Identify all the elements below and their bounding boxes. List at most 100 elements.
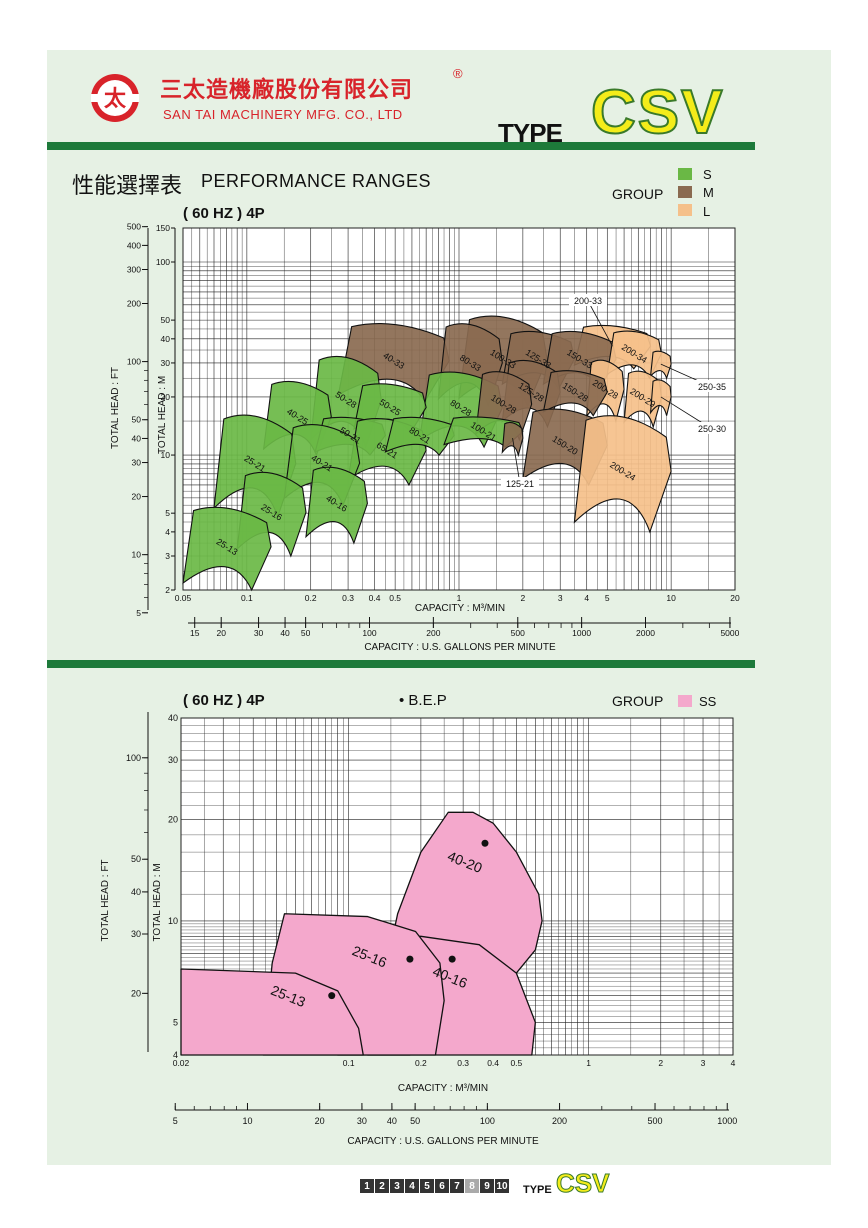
y2-tick-10: 10 [132, 550, 142, 560]
legend-label-m: M [703, 185, 714, 200]
logo-char: 太 [104, 87, 127, 112]
x1-tick-2: 2 [520, 593, 525, 603]
page-number-7[interactable]: 7 [450, 1179, 464, 1193]
green-divider-top [47, 142, 755, 150]
x2-tick-5000: 5000 [720, 628, 739, 638]
y2-tick-20: 20 [132, 492, 142, 502]
x1-tick-20: 20 [730, 593, 740, 603]
callout-line-200-33 [587, 300, 613, 347]
x1-tick-10: 10 [666, 593, 676, 603]
y1-tick-100: 100 [156, 257, 170, 267]
y2-tick-200: 200 [127, 298, 141, 308]
x1-tick-0.1: 0.1 [241, 593, 253, 603]
x2-tick-40: 40 [280, 628, 290, 638]
legend-label-ss: SS [699, 694, 717, 709]
y2-axis-label: TOTAL HEAD : FT [110, 367, 121, 449]
group-label: GROUP [612, 186, 664, 202]
region-250-35 [649, 350, 672, 380]
page-navigation: 1 2 3 4 5 6 7 8 9 10 [360, 1179, 510, 1193]
callout-bg-200-33 [569, 294, 607, 306]
x2-tick-200: 200 [426, 628, 440, 638]
y1-tick-20: 20 [161, 392, 171, 402]
legend-swatch-l [678, 204, 692, 216]
y1-tick-3: 3 [165, 551, 170, 561]
x1-tick-0.3: 0.3 [342, 593, 354, 603]
section-title-en: PERFORMANCE RANGES [201, 171, 432, 191]
y2-tick-400: 400 [127, 240, 141, 250]
callout-bg-250-35 [693, 380, 731, 392]
x2-tick-50: 50 [301, 628, 311, 638]
x1-tick-0.05: 0.05 [175, 593, 192, 603]
frequency-label-2: ( 60 HZ ) 4P [183, 692, 265, 709]
registered-mark: ® [453, 66, 463, 81]
type-model: CSV [590, 78, 725, 147]
footer-type-label: TYPE [523, 1184, 552, 1196]
x2-tick-100: 100 [362, 628, 376, 638]
page-number-4[interactable]: 4 [405, 1179, 419, 1193]
y1-tick-40: 40 [161, 334, 171, 344]
y1-tick-4: 4 [165, 527, 170, 537]
y1-tick-10: 10 [161, 450, 171, 460]
section-title-cn: 性能選擇表 [72, 174, 183, 199]
y2-tick-300: 300 [127, 264, 141, 274]
y2-tick-5: 5 [136, 608, 141, 618]
callout-label-200-33: 200-33 [574, 296, 602, 306]
page-number-3[interactable]: 3 [390, 1179, 404, 1193]
x1-tick-0.5: 0.5 [389, 593, 401, 603]
x1-tick-4: 4 [584, 593, 589, 603]
page-number-5[interactable]: 5 [420, 1179, 434, 1193]
y2-tick-50: 50 [132, 415, 142, 425]
y2-tick-500: 500 [127, 222, 141, 232]
x2-tick-1000: 1000 [572, 628, 591, 638]
page-number-6[interactable]: 6 [435, 1179, 449, 1193]
region-200-34 [606, 330, 663, 380]
y1-tick-5: 5 [165, 508, 170, 518]
x2-tick-30: 30 [254, 628, 264, 638]
y1-axis-label: TOTAL HEAD : M [157, 376, 168, 454]
region-200-24 [573, 415, 672, 534]
legend-swatch-s [678, 168, 692, 180]
region-150-28 [542, 370, 608, 417]
legend-swatch-m [678, 186, 692, 198]
frequency-label-1: ( 60 HZ ) 4P [183, 205, 265, 222]
x2-tick-2000: 2000 [636, 628, 655, 638]
page-number-8[interactable]: 8 [465, 1179, 479, 1193]
y2-tick-100: 100 [127, 357, 141, 367]
green-divider-middle [47, 660, 755, 668]
bep-label: • B.E.P [399, 692, 447, 709]
callout-line-125-21 [512, 437, 521, 485]
callout-label-250-30: 250-30 [698, 424, 726, 434]
x1-tick-3: 3 [558, 593, 563, 603]
x1-tick-0.4: 0.4 [369, 593, 381, 603]
region-40-16 [305, 466, 368, 545]
page-number-1[interactable]: 1 [360, 1179, 374, 1193]
legend-label-s: S [703, 167, 712, 182]
region-250-30 [649, 379, 672, 416]
group-label-ss: GROUP [612, 693, 664, 709]
x1-axis-label: CAPACITY : M³/MIN [415, 603, 505, 614]
callout-bg-250-30 [693, 422, 731, 434]
callout-label-125-21: 125-21 [506, 479, 534, 489]
y2-tick-40: 40 [132, 433, 142, 443]
page-number-2[interactable]: 2 [375, 1179, 389, 1193]
company-logo: 太 [91, 74, 139, 122]
callout-bg-125-21 [501, 477, 539, 489]
footer-model: CSV [555, 1168, 610, 1199]
legend-swatch-ss [678, 695, 692, 707]
x1-tick-5: 5 [605, 593, 610, 603]
x2-tick-20: 20 [216, 628, 226, 638]
y1-tick-150: 150 [156, 223, 170, 233]
page-number-10[interactable]: 10 [495, 1179, 509, 1193]
company-name-en: SAN TAI MACHINERY MFG. CO., LTD [163, 107, 403, 122]
company-name-cn: 三太造機廠股份有限公司 [160, 78, 414, 103]
y1-tick-50: 50 [161, 315, 171, 325]
x1-tick-0.2: 0.2 [305, 593, 317, 603]
x2-axis-label: CAPACITY : U.S. GALLONS PER MINUTE [364, 642, 556, 653]
page-number-9[interactable]: 9 [480, 1179, 494, 1193]
legend-label-l: L [703, 204, 711, 219]
callout-label-250-35: 250-35 [698, 382, 726, 392]
x2-tick-500: 500 [511, 628, 525, 638]
y2-tick-30: 30 [132, 458, 142, 468]
x1-tick-1: 1 [457, 593, 462, 603]
